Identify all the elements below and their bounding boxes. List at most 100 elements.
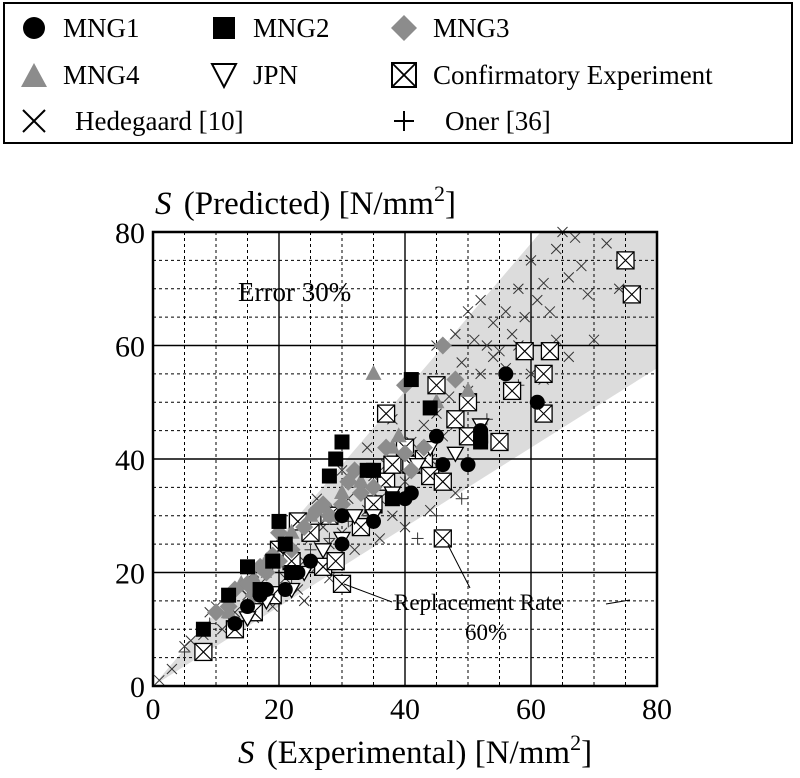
point-hedegaard-10 bbox=[531, 294, 543, 306]
legend-item-jpn: JPN bbox=[209, 55, 298, 95]
legend: MNG1 MNG2 MNG3 MNG4 JPN Confirmatory Exp… bbox=[3, 2, 793, 144]
point-confirmatory-experiment bbox=[446, 410, 465, 429]
point-mng3 bbox=[364, 478, 383, 497]
point-mng4 bbox=[302, 506, 319, 522]
point-hedegaard-10 bbox=[601, 237, 612, 249]
point-mng2 bbox=[240, 559, 255, 575]
point-mng1 bbox=[290, 565, 306, 580]
point-mng4 bbox=[352, 472, 369, 488]
point-oner-36 bbox=[323, 532, 336, 545]
point-jpn bbox=[313, 543, 333, 560]
point-hedegaard-10 bbox=[563, 272, 575, 283]
legend-label-mng2: MNG2 bbox=[253, 12, 330, 43]
legend-label-jpn: JPN bbox=[253, 59, 299, 90]
plot-frame bbox=[151, 230, 659, 688]
point-hedegaard-10 bbox=[166, 663, 178, 675]
y-axis-title: S (Predicted) [N/mm2] bbox=[155, 181, 456, 222]
point-hedegaard-10 bbox=[500, 306, 512, 317]
point-hedegaard-10 bbox=[475, 368, 486, 380]
point-hedegaard-10 bbox=[576, 260, 587, 272]
point-mng1 bbox=[334, 508, 350, 524]
point-hedegaard-10 bbox=[216, 623, 228, 635]
point-confirmatory-experiment bbox=[616, 251, 635, 270]
point-hedegaard-10 bbox=[336, 464, 348, 476]
error-band-label: Error 30% bbox=[238, 277, 351, 307]
y-tick-label: 20 bbox=[115, 558, 145, 591]
legend-label-mng3: MNG3 bbox=[433, 12, 510, 43]
point-hedegaard-10 bbox=[538, 277, 549, 289]
replacement-rate-leader-right bbox=[605, 599, 631, 605]
point-confirmatory-experiment bbox=[376, 404, 396, 423]
point-mng3 bbox=[433, 336, 452, 355]
point-oner-36 bbox=[411, 532, 424, 545]
point-mng2 bbox=[221, 587, 237, 603]
point-mng2 bbox=[195, 621, 211, 637]
point-hedegaard-10 bbox=[424, 504, 436, 516]
point-mng2 bbox=[422, 400, 438, 416]
legend-label-oner: Oner [36] bbox=[445, 105, 551, 136]
point-mng3 bbox=[207, 603, 225, 622]
point-confirmatory-experiment bbox=[427, 376, 446, 395]
point-mng2 bbox=[403, 372, 419, 388]
point-hedegaard-10 bbox=[487, 317, 499, 329]
filled-square-icon bbox=[213, 17, 235, 39]
point-mng3 bbox=[396, 444, 414, 463]
point-mng3 bbox=[446, 370, 465, 389]
point-hedegaard-10 bbox=[475, 294, 486, 306]
y-tick-label: 60 bbox=[115, 331, 145, 364]
point-hedegaard-10 bbox=[387, 510, 398, 522]
point-confirmatory-experiment bbox=[433, 529, 452, 548]
legend-item-mng2: MNG2 bbox=[209, 8, 330, 48]
point-confirmatory-experiment bbox=[194, 642, 213, 662]
point-mng3 bbox=[295, 518, 314, 537]
point-confirmatory-experiment bbox=[433, 472, 452, 491]
point-hedegaard-10 bbox=[550, 243, 562, 255]
point-mng1 bbox=[277, 582, 293, 598]
point-confirmatory-experiment bbox=[534, 364, 553, 384]
point-oner-36 bbox=[178, 645, 191, 658]
point-mng1 bbox=[334, 536, 350, 552]
x-tick-label: 60 bbox=[516, 693, 546, 726]
point-mng1 bbox=[498, 366, 514, 382]
point-mng3 bbox=[314, 495, 333, 514]
point-hedegaard-10 bbox=[506, 328, 518, 340]
point-hedegaard-10 bbox=[525, 255, 537, 266]
legend-item-oner: Oner [36] bbox=[389, 101, 551, 141]
point-hedegaard-10 bbox=[374, 533, 386, 544]
point-hedegaard-10 bbox=[185, 635, 197, 646]
point-mng1 bbox=[473, 423, 489, 439]
point-hedegaard-10 bbox=[399, 521, 411, 533]
point-confirmatory-experiment bbox=[383, 455, 402, 474]
legend-label-hedegaard: Hedegaard [10] bbox=[75, 105, 244, 136]
x-tick-label: 0 bbox=[146, 693, 161, 726]
point-hedegaard-10 bbox=[487, 351, 499, 363]
gray-diamond-icon bbox=[391, 15, 417, 41]
x-tick-label: 40 bbox=[390, 693, 420, 726]
point-confirmatory-experiment bbox=[622, 285, 641, 304]
x-tick-label: 20 bbox=[264, 693, 294, 726]
boxed-x-icon bbox=[391, 62, 417, 88]
point-mng3 bbox=[377, 438, 396, 457]
point-mng3 bbox=[345, 461, 364, 480]
point-jpn bbox=[345, 509, 364, 526]
legend-item-hedegaard: Hedegaard [10] bbox=[19, 101, 244, 141]
legend-item-mng3: MNG3 bbox=[389, 8, 510, 48]
point-hedegaard-10 bbox=[462, 306, 474, 317]
replacement-rate-leader-bottom bbox=[343, 583, 393, 603]
point-hedegaard-10 bbox=[456, 357, 468, 368]
point-hedegaard-10 bbox=[513, 283, 524, 295]
point-hedegaard-10 bbox=[361, 442, 373, 454]
point-confirmatory-experiment bbox=[502, 381, 522, 401]
point-hedegaard-10 bbox=[298, 595, 310, 607]
point-hedegaard-10 bbox=[569, 232, 581, 244]
plus-icon bbox=[394, 111, 414, 131]
point-mng2 bbox=[384, 491, 400, 507]
point-mng2 bbox=[265, 553, 281, 569]
point-mng4 bbox=[460, 381, 476, 397]
point-mng2 bbox=[321, 468, 337, 484]
point-mng3 bbox=[414, 438, 433, 457]
point-mng3 bbox=[351, 484, 370, 503]
point-hedegaard-10 bbox=[481, 340, 493, 351]
point-mng1 bbox=[460, 457, 476, 473]
